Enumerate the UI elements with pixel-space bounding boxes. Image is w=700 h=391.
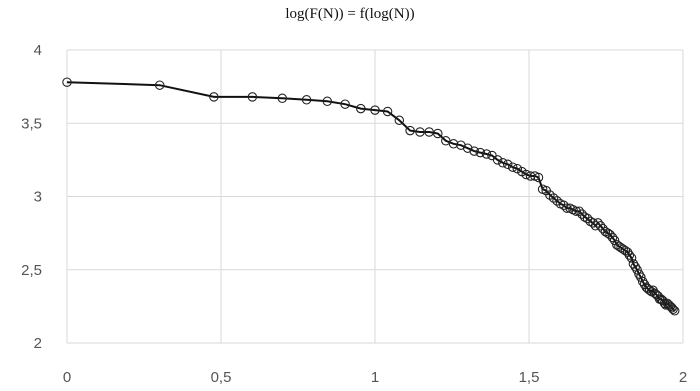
data-point bbox=[605, 229, 615, 240]
data-point bbox=[667, 303, 677, 313]
data-point bbox=[322, 96, 333, 107]
data-point bbox=[600, 226, 611, 237]
data-series bbox=[62, 77, 680, 316]
y-tick-label: 2 bbox=[34, 335, 42, 352]
gridlines bbox=[66, 49, 684, 344]
data-point bbox=[370, 105, 380, 115]
data-point bbox=[247, 92, 258, 102]
data-point bbox=[382, 106, 393, 117]
x-tick-label: 0,5 bbox=[211, 369, 232, 386]
x-tick-label: 2 bbox=[679, 369, 687, 386]
data-point bbox=[669, 306, 680, 316]
y-tick-label: 3 bbox=[34, 189, 42, 206]
data-point bbox=[624, 250, 635, 260]
data-point bbox=[301, 95, 312, 105]
data-point bbox=[502, 159, 513, 170]
y-tick-label: 2,5 bbox=[21, 262, 42, 279]
data-point bbox=[415, 127, 425, 137]
data-point bbox=[356, 103, 366, 114]
data-point bbox=[668, 304, 678, 315]
data-point bbox=[552, 196, 562, 206]
data-point bbox=[462, 143, 473, 153]
data-point bbox=[154, 80, 165, 90]
data-point bbox=[644, 285, 655, 296]
data-point bbox=[209, 92, 219, 102]
data-point bbox=[574, 206, 584, 216]
data-point bbox=[626, 253, 637, 263]
data-point bbox=[562, 203, 572, 213]
data-point bbox=[630, 262, 641, 272]
x-tick-label: 1 bbox=[371, 369, 379, 386]
x-tick-label: 0 bbox=[63, 369, 71, 386]
tick-labels: 2 2,5 3 3,5 4 0 0,5 1 1,5 2 bbox=[21, 42, 687, 386]
chart-title: log(F(N)) = f(log(N)) bbox=[285, 6, 415, 22]
data-point bbox=[559, 200, 569, 211]
data-point bbox=[481, 149, 492, 159]
data-point bbox=[548, 193, 559, 203]
data-point bbox=[62, 77, 72, 87]
data-point bbox=[448, 139, 459, 149]
data-point bbox=[498, 158, 508, 168]
y-tick-label: 3,5 bbox=[21, 115, 42, 132]
data-point bbox=[475, 147, 486, 158]
y-tick-label: 4 bbox=[34, 42, 42, 59]
data-point bbox=[433, 128, 443, 139]
data-point bbox=[394, 115, 405, 126]
data-point bbox=[533, 172, 544, 183]
data-point bbox=[405, 125, 415, 136]
data-point bbox=[469, 146, 479, 156]
data-point bbox=[492, 155, 503, 165]
data-point bbox=[632, 265, 642, 275]
data-point bbox=[607, 232, 618, 243]
data-point bbox=[340, 99, 350, 109]
data-point bbox=[661, 300, 671, 310]
data-point bbox=[649, 288, 660, 298]
data-point bbox=[634, 269, 644, 279]
data-point bbox=[571, 206, 581, 216]
x-tick-label: 1,5 bbox=[519, 369, 540, 386]
data-point bbox=[593, 218, 603, 228]
data-point bbox=[277, 93, 288, 104]
data-point bbox=[512, 163, 523, 174]
data-point bbox=[595, 221, 606, 231]
data-point bbox=[507, 162, 518, 172]
data-point bbox=[659, 298, 670, 309]
data-point bbox=[636, 272, 646, 282]
